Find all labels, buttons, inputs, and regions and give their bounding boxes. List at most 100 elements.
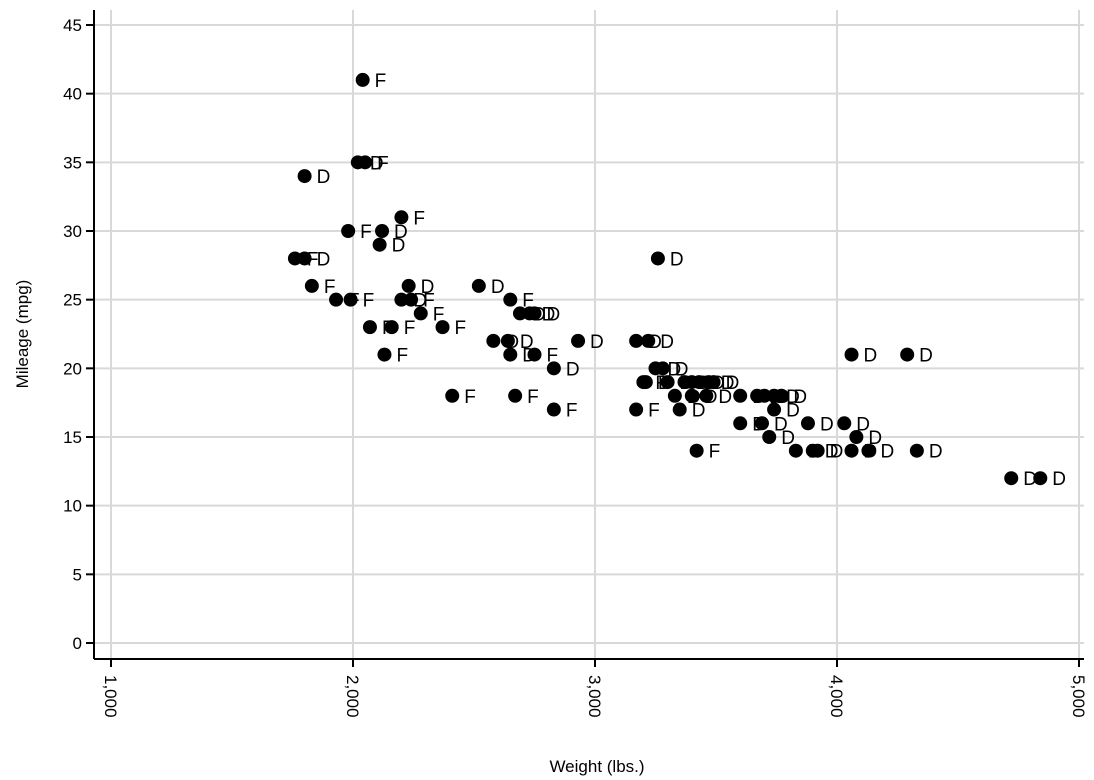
data-point-label: D — [660, 332, 674, 353]
axes — [93, 10, 1084, 660]
data-point — [503, 292, 518, 307]
data-point-label: F — [433, 304, 445, 325]
data-point — [1004, 471, 1019, 486]
x-axis-title: Weight (lbs.) — [549, 757, 644, 776]
data-point — [404, 292, 419, 307]
data-point-label: D — [542, 304, 556, 325]
data-point — [358, 155, 373, 170]
data-point — [861, 443, 876, 458]
data-point — [343, 292, 358, 307]
data-point — [800, 416, 815, 431]
data-point — [512, 306, 527, 321]
x-tick-label: 3,000 — [585, 675, 604, 718]
data-point — [384, 320, 399, 335]
data-point — [486, 333, 501, 348]
data-point — [660, 375, 675, 390]
data-point-label: D — [1023, 469, 1037, 490]
data-point-label: D — [675, 359, 689, 380]
data-point-label: D — [520, 332, 534, 353]
data-point — [849, 430, 864, 444]
data-point — [689, 443, 704, 458]
data-point — [375, 224, 390, 238]
data-point-label: F — [324, 277, 336, 298]
data-point-label: F — [464, 387, 476, 408]
data-point — [471, 278, 486, 293]
data-point-label: D — [394, 222, 408, 243]
data-point-label: D — [547, 304, 561, 325]
y-axis-title: Mileage (mpg) — [13, 280, 32, 389]
data-point — [435, 320, 450, 335]
data-point — [629, 333, 644, 348]
data-point-label: F — [375, 71, 387, 92]
y-tick-label: 5 — [73, 565, 82, 584]
data-point-label: F — [455, 318, 467, 339]
data-point — [774, 388, 789, 403]
y-tick-label: 10 — [63, 497, 82, 516]
data-point — [629, 402, 644, 417]
data-point — [733, 416, 748, 431]
data-point-label: D — [880, 442, 894, 463]
y-tick-label: 15 — [63, 428, 82, 447]
data-point — [844, 443, 859, 458]
data-point-label: D — [670, 249, 684, 270]
x-tick-label: 1,000 — [101, 675, 120, 718]
data-point — [372, 237, 387, 252]
data-point — [844, 347, 859, 362]
data-point — [655, 361, 670, 376]
data-point — [1033, 471, 1048, 486]
data-point-label: D — [566, 359, 580, 380]
grid — [94, 10, 1084, 659]
data-point — [297, 169, 312, 184]
data-point-label: F — [413, 208, 425, 229]
data-points: FDFDFFDDFDDFDDFFDFFFDDDFFFDDDDDFDFDDDDDF… — [287, 71, 1066, 490]
data-point-label: F — [522, 291, 534, 312]
data-point — [788, 443, 803, 458]
data-point-label: D — [726, 373, 740, 394]
data-point — [757, 388, 772, 403]
data-point — [767, 402, 782, 417]
data-point-label: D — [830, 442, 844, 463]
data-point-label: D — [668, 359, 682, 380]
data-point — [287, 251, 302, 266]
data-point-label: F — [377, 153, 389, 174]
data-point-label: D — [793, 387, 807, 408]
data-point — [706, 375, 721, 390]
data-point-label: D — [421, 277, 435, 298]
data-point-label: D — [491, 277, 505, 298]
data-point — [650, 251, 665, 266]
data-point-label: D — [786, 387, 800, 408]
data-point — [394, 292, 409, 307]
data-point-label: D — [781, 428, 795, 449]
data-point — [527, 306, 542, 321]
data-point — [304, 278, 319, 293]
x-tick-label: 4,000 — [827, 675, 846, 718]
data-point-label: F — [648, 401, 660, 422]
data-point-label: D — [317, 167, 331, 188]
data-point-label: F — [547, 346, 559, 367]
data-point-label: F — [566, 401, 578, 422]
data-point — [699, 388, 714, 403]
data-point-label: D — [718, 387, 732, 408]
data-point-label: D — [392, 236, 406, 257]
data-point-label: D — [317, 249, 331, 270]
data-point — [638, 375, 653, 390]
y-tick-label: 35 — [63, 153, 82, 172]
data-point-label: F — [396, 346, 408, 367]
data-point — [546, 402, 561, 417]
data-point-label: D — [590, 332, 604, 353]
data-point — [297, 251, 312, 266]
data-point-label: F — [423, 291, 435, 312]
data-point-label: D — [929, 442, 943, 463]
y-tick-label: 45 — [63, 16, 82, 35]
data-point — [401, 278, 416, 293]
x-tick-label: 5,000 — [1069, 675, 1088, 718]
data-point — [500, 333, 515, 348]
data-point — [394, 210, 409, 225]
y-tick-label: 0 — [73, 634, 82, 653]
data-point — [413, 306, 428, 321]
data-point — [329, 292, 344, 307]
data-point — [362, 320, 377, 335]
data-point — [900, 347, 915, 362]
data-point — [527, 347, 542, 362]
